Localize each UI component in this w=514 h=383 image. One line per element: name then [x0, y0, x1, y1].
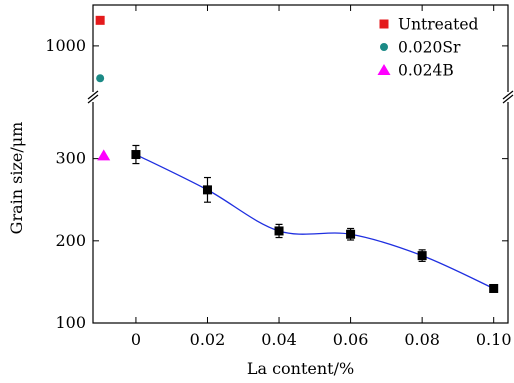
ticks: 0 0.02 0.04 0.06 0.08 0.10 100 200 300 1000 — [45, 5, 512, 349]
x-axis-label: La content/% — [247, 359, 354, 378]
data-point — [417, 251, 427, 261]
data-point — [202, 185, 212, 195]
data-point — [131, 150, 141, 160]
legend-marker — [377, 64, 391, 75]
data-point — [97, 149, 111, 161]
data-point — [96, 74, 105, 83]
x-tick-label: 0.08 — [404, 330, 440, 349]
axis-break-mark — [502, 94, 514, 104]
legend-marker — [380, 43, 388, 51]
data-point — [95, 15, 105, 25]
x-tick-label: 0.10 — [476, 330, 512, 349]
x-tick-label: 0.04 — [261, 330, 297, 349]
axes — [87, 4, 514, 324]
legend-label: Untreated — [398, 16, 478, 34]
x-tick-label: 0.02 — [190, 330, 226, 349]
plot-frame — [92, 4, 509, 324]
legend: Untreated 0.020Sr 0.024B — [377, 16, 478, 80]
y-axis-label: Grain size/μm — [7, 122, 26, 235]
data-point — [346, 229, 356, 239]
y-tick-label: 100 — [55, 313, 86, 332]
axis-break-mark — [87, 94, 99, 104]
axis-break-gap — [88, 92, 98, 102]
data-point — [489, 283, 499, 293]
x-tick-label: 0.06 — [333, 330, 369, 349]
data-point — [274, 226, 284, 236]
y-tick-label: 300 — [55, 149, 86, 168]
legend-label: 0.024B — [398, 62, 454, 80]
axis-break-mark — [502, 90, 514, 100]
x-tick-label: 0 — [131, 330, 141, 349]
axis-break-gap — [503, 92, 513, 102]
y-tick-label: 1000 — [45, 36, 86, 55]
plot-area — [95, 15, 499, 293]
legend-label: 0.020Sr — [398, 39, 461, 57]
fit-curve — [135, 153, 494, 290]
axis-break-mark — [87, 90, 99, 100]
y-tick-label: 200 — [55, 231, 86, 250]
legend-marker — [379, 19, 389, 29]
